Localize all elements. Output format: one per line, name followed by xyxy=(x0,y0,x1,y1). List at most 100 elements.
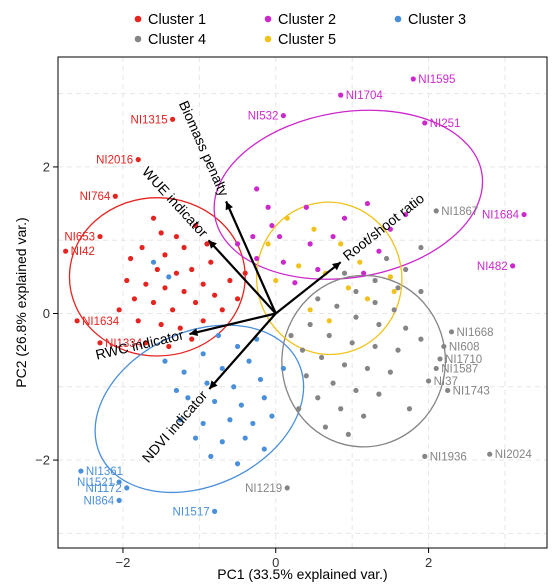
point-cluster-5 xyxy=(265,241,271,247)
point-cluster-4 xyxy=(445,387,451,394)
point-cluster-4 xyxy=(341,362,348,368)
point-cluster-4 xyxy=(395,347,401,353)
loading-arrow-head xyxy=(208,240,217,249)
point-cluster-4 xyxy=(296,406,302,412)
point-cluster-1 xyxy=(166,343,172,350)
loading-arrow-head xyxy=(209,380,218,389)
point-cluster-1 xyxy=(208,259,214,265)
point-cluster-4 xyxy=(372,343,378,350)
point-cluster-1 xyxy=(200,281,206,287)
point-label-ni1521: NI1521 xyxy=(77,477,114,489)
point-cluster-1 xyxy=(116,307,122,313)
point-cluster-3 xyxy=(166,274,172,280)
point-cluster-1 xyxy=(204,241,210,247)
point-cluster-1 xyxy=(170,116,176,122)
legend: Cluster 1 Cluster 2 Cluster 3 Cluster 4 Clus… xyxy=(134,12,466,48)
point-cluster-1 xyxy=(131,296,138,302)
point-label-ni1361: NI1361 xyxy=(86,466,123,478)
point-cluster-4 xyxy=(433,208,439,214)
legend-swatch xyxy=(134,35,142,43)
point-cluster-3 xyxy=(242,435,248,441)
point-cluster-4 xyxy=(418,336,424,342)
y-tick-label: 2 xyxy=(43,159,50,174)
point-cluster-2 xyxy=(280,259,286,265)
point-cluster-2 xyxy=(410,76,416,82)
point-cluster-3 xyxy=(219,365,225,372)
legend-item-cluster-3: Cluster 3 xyxy=(394,12,466,28)
loading-arrow-line xyxy=(207,239,277,315)
point-label-ni1634: NI1634 xyxy=(82,316,120,328)
point-label-ni37: NI37 xyxy=(434,376,458,388)
point-label-ni1710: NI1710 xyxy=(445,354,482,366)
point-cluster-1 xyxy=(212,292,218,298)
point-cluster-1 xyxy=(135,318,141,324)
point-cluster-1 xyxy=(192,299,199,306)
loading-arrow-line xyxy=(275,261,342,315)
point-cluster-3 xyxy=(200,420,206,427)
point-cluster-4 xyxy=(422,453,428,459)
point-cluster-1 xyxy=(242,270,248,276)
y-tick-label: 0 xyxy=(43,306,50,321)
point-cluster-4 xyxy=(361,413,367,419)
loading-label-biomass-penalty: Biomass penalty xyxy=(176,98,232,198)
point-label-ni1517: NI1517 xyxy=(173,506,210,518)
point-labels: NI1315 NI2016 NI764 NI653 NI42 NI1634 NI1334 NI… xyxy=(64,74,532,518)
point-cluster-3 xyxy=(78,468,84,474)
point-cluster-1 xyxy=(135,156,141,163)
point-cluster-1 xyxy=(127,255,134,262)
point-cluster-3 xyxy=(173,387,180,394)
point-cluster-1 xyxy=(181,288,187,295)
point-cluster-5 xyxy=(391,288,397,295)
point-cluster-1 xyxy=(143,281,149,287)
point-cluster-5 xyxy=(326,318,332,324)
point-label-ni1743: NI1743 xyxy=(453,385,490,397)
point-cluster-1 xyxy=(154,266,160,273)
point-label-ni2016: NI2016 xyxy=(96,155,133,167)
point-cluster-3 xyxy=(246,358,252,364)
ellipse-cluster-4 xyxy=(281,274,447,448)
legend-swatch xyxy=(264,35,272,43)
loading-arrow-head xyxy=(189,328,199,337)
point-cluster-5 xyxy=(307,307,313,313)
point-cluster-3 xyxy=(150,259,157,265)
point-cluster-1 xyxy=(200,318,206,324)
point-cluster-2 xyxy=(307,241,313,247)
point-cluster-4 xyxy=(395,285,401,291)
point-cluster-1 xyxy=(181,244,187,251)
loading-arrow-head xyxy=(225,201,233,211)
point-label-ni1704: NI1704 xyxy=(346,90,384,102)
point-label-ni1668: NI1668 xyxy=(456,327,493,339)
point-cluster-1 xyxy=(97,233,103,240)
point-cluster-1 xyxy=(150,299,157,306)
point-cluster-4 xyxy=(418,244,424,251)
point-cluster-1 xyxy=(158,230,164,236)
point-cluster-5 xyxy=(364,296,371,302)
point-cluster-3 xyxy=(162,358,168,364)
point-cluster-4 xyxy=(403,325,409,331)
point-cluster-1 xyxy=(189,266,195,273)
point-cluster-3 xyxy=(116,497,122,503)
point-cluster-3 xyxy=(238,402,244,408)
point-cluster-1 xyxy=(177,325,183,331)
point-cluster-3 xyxy=(234,343,241,350)
legend-swatch xyxy=(134,15,142,23)
point-cluster-1 xyxy=(97,340,103,346)
point-cluster-2 xyxy=(315,266,321,273)
point-cluster-4 xyxy=(334,303,340,309)
legend-label: Cluster 1 xyxy=(148,12,206,28)
loading-label-wue-indicator: WUE indicator xyxy=(139,164,212,241)
point-label-ni1867: NI1867 xyxy=(441,206,478,218)
point-cluster-3 xyxy=(257,376,264,383)
point-cluster-2 xyxy=(292,280,298,286)
point-cluster-5 xyxy=(296,263,302,269)
point-cluster-1 xyxy=(234,296,241,302)
point-cluster-5 xyxy=(345,285,351,291)
point-cluster-4 xyxy=(441,343,447,350)
point-cluster-4 xyxy=(448,329,455,335)
legend-swatch xyxy=(394,15,402,23)
legend-swatch xyxy=(264,15,272,23)
point-cluster-2 xyxy=(341,215,348,221)
point-cluster-3 xyxy=(280,365,286,372)
